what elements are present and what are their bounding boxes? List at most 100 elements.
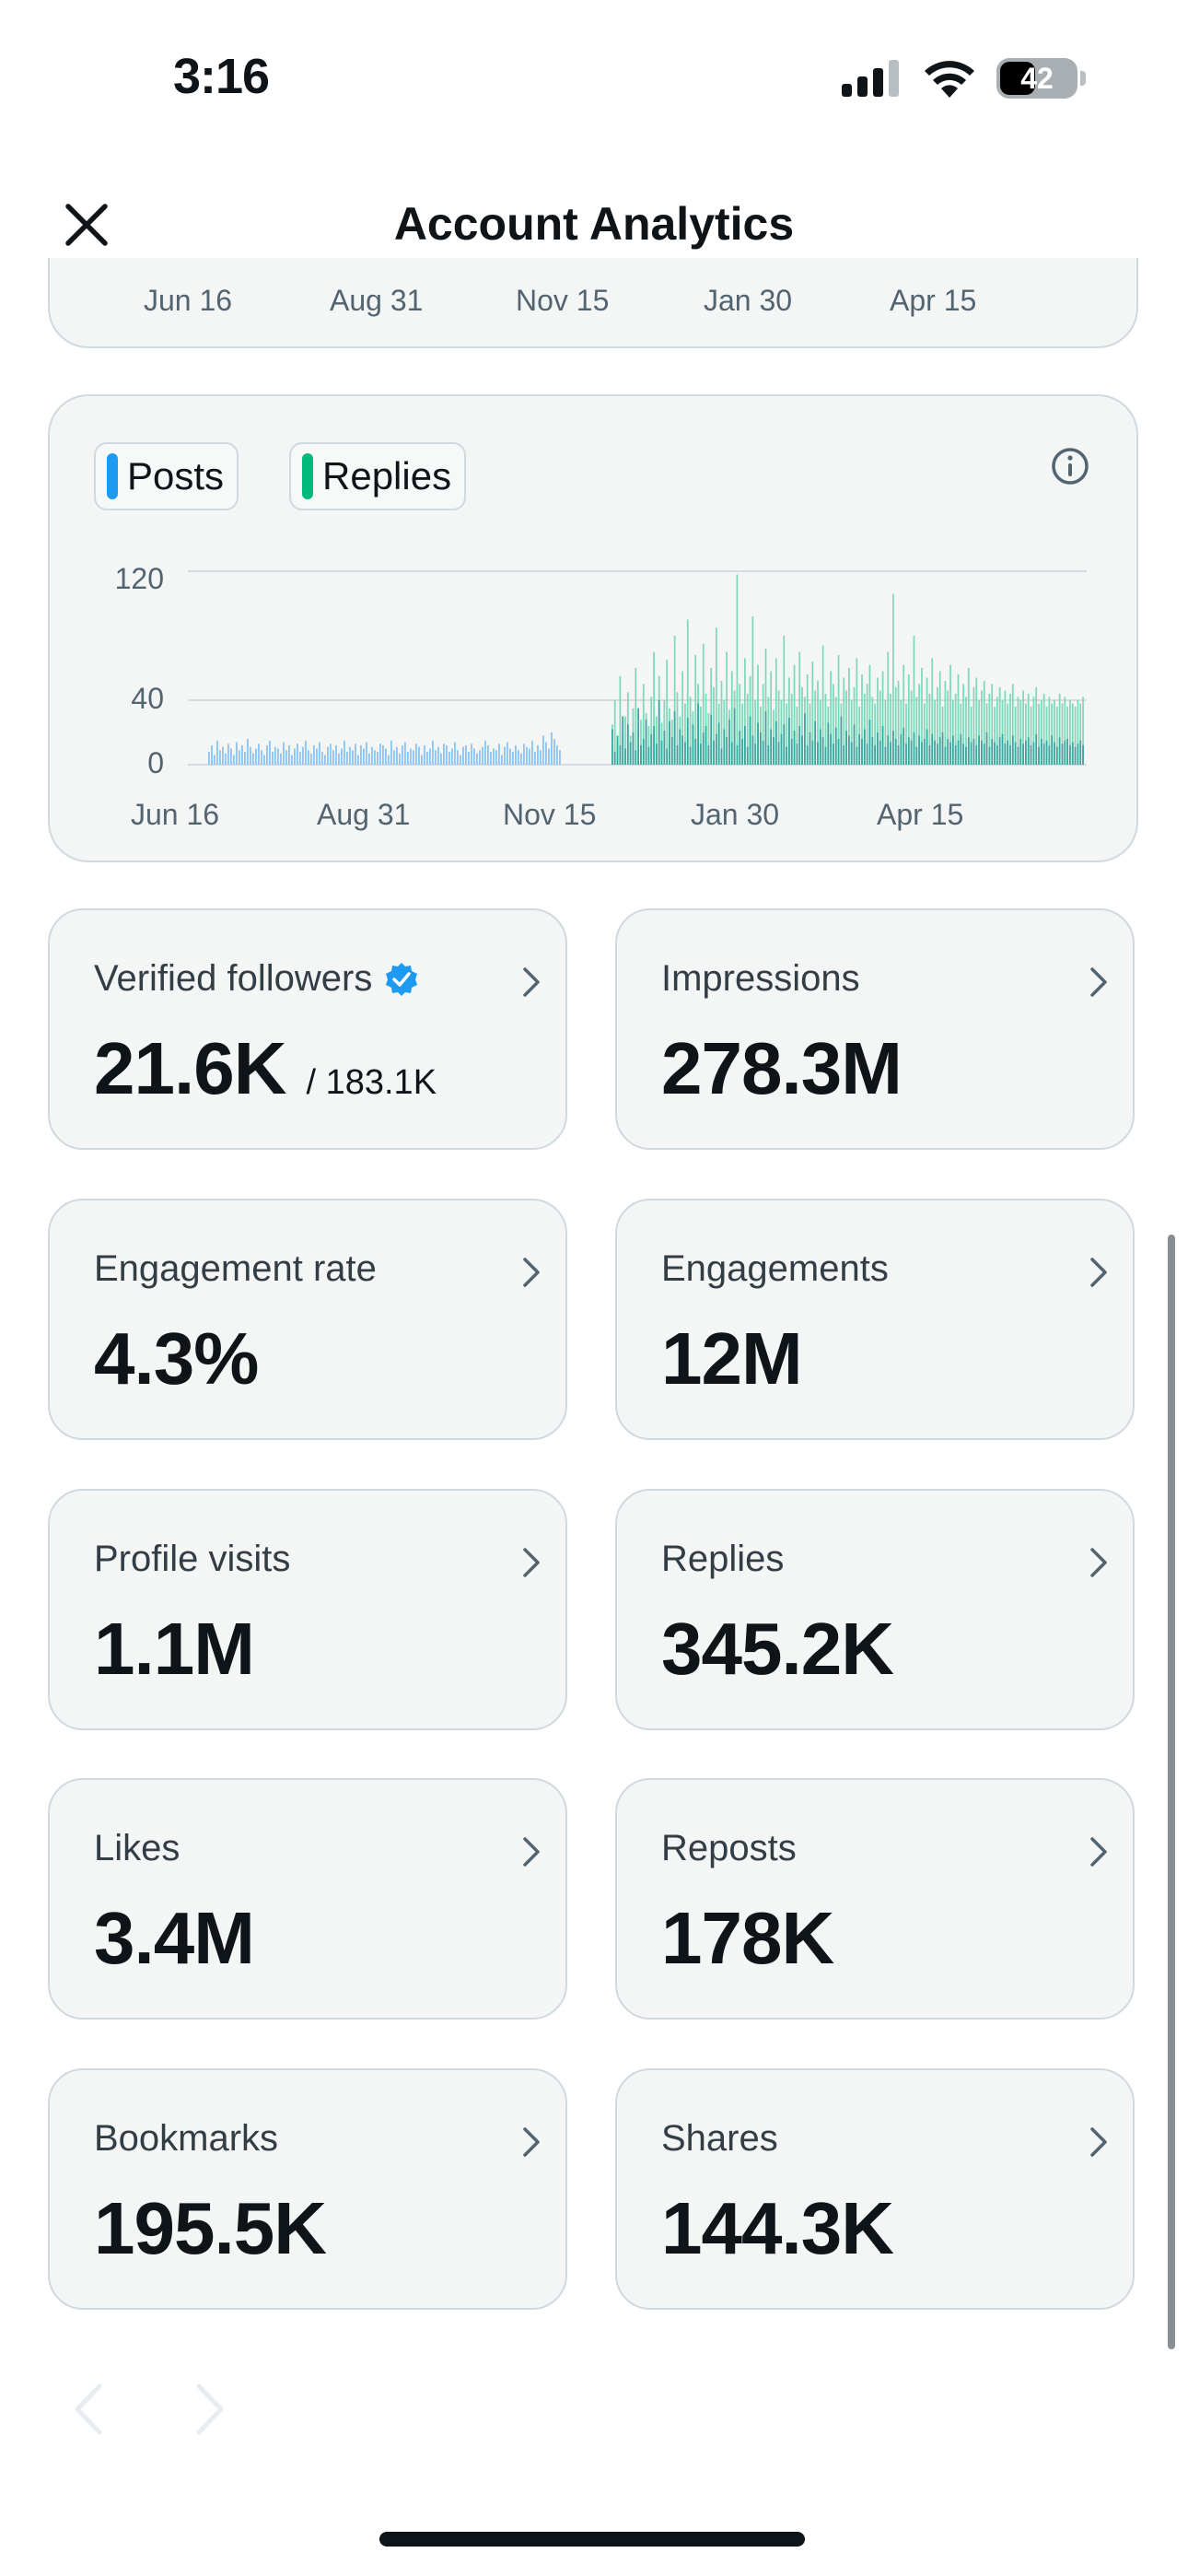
posts-bar	[715, 733, 717, 765]
replies-bar	[689, 697, 692, 765]
posts-bar	[726, 737, 728, 765]
replies-bar	[811, 662, 814, 765]
y-tick-label: 0	[147, 746, 164, 779]
legend-replies[interactable]: Replies	[289, 442, 467, 510]
posts-bar	[931, 733, 934, 765]
replies-bar	[796, 707, 798, 765]
posts-bar	[928, 745, 931, 765]
info-icon[interactable]	[1048, 444, 1092, 488]
legend-replies-label: Replies	[322, 454, 452, 498]
posts-bar	[884, 746, 887, 765]
replies-bar	[739, 684, 741, 765]
posts-bar	[868, 720, 871, 765]
posts-bar	[705, 726, 707, 765]
posts-bar	[283, 742, 285, 765]
posts-bar	[830, 733, 832, 765]
replies-bar	[783, 636, 786, 765]
posts-bar	[479, 750, 481, 765]
replies-bar	[845, 690, 847, 765]
posts-bar	[504, 746, 506, 765]
metric-card-replies[interactable]: Replies 345.2K	[615, 1489, 1135, 1730]
metric-card-likes[interactable]: Likes 3.4M	[48, 1778, 567, 2020]
posts-bar	[858, 733, 861, 765]
replies-bar	[793, 664, 796, 765]
posts-bar	[739, 731, 741, 765]
posts-bar	[751, 735, 754, 765]
status-icons: 42	[842, 55, 1086, 101]
posts-bar	[371, 746, 373, 765]
close-icon[interactable]	[57, 195, 116, 254]
back-arrow-icon[interactable]	[63, 2377, 118, 2441]
metric-card-engagements[interactable]: Engagements 12M	[615, 1199, 1135, 1440]
scrollbar[interactable]	[1168, 1235, 1175, 2349]
posts-bar	[1074, 746, 1077, 765]
posts-bar	[297, 744, 298, 765]
replies-bar	[951, 700, 954, 765]
posts-bar	[809, 732, 811, 765]
posts-bar	[1019, 739, 1022, 765]
posts-bar	[413, 750, 414, 765]
posts-bar	[744, 726, 746, 765]
posts-bar	[1001, 733, 1004, 765]
posts-bar	[660, 740, 663, 765]
replies-bar	[757, 664, 759, 765]
replies-bar	[624, 716, 626, 765]
posts-bar	[410, 748, 412, 765]
metric-label: Profile visits	[94, 1539, 291, 1579]
posts-bar	[626, 724, 629, 765]
chevron-right-icon	[523, 967, 540, 997]
posts-bar	[845, 731, 847, 765]
posts-bar	[619, 745, 622, 765]
posts-bar	[918, 735, 920, 765]
chevron-right-icon	[523, 2127, 540, 2157]
posts-bar	[676, 745, 679, 765]
legend-posts[interactable]: Posts	[94, 442, 239, 510]
metric-card-engagement-rate[interactable]: Engagement rate 4.3%	[48, 1199, 567, 1440]
x-tick-label: Jan 30	[691, 798, 780, 831]
replies-bar	[619, 675, 622, 765]
replies-bar	[923, 703, 926, 765]
replies-bar	[806, 674, 809, 765]
metric-card-profile-visits[interactable]: Profile visits 1.1M	[48, 1489, 567, 1730]
replies-bar	[702, 643, 705, 765]
signal-icon	[842, 60, 899, 97]
posts-bar	[396, 746, 398, 765]
posts-bar	[227, 744, 229, 765]
posts-bar	[222, 746, 224, 765]
posts-bar	[476, 753, 478, 765]
replies-bar	[879, 690, 881, 765]
posts-bar	[523, 744, 525, 765]
metric-card-shares[interactable]: Shares 144.3K	[615, 2068, 1135, 2310]
posts-bar	[299, 752, 301, 765]
posts-bar	[255, 748, 257, 765]
posts-bar	[645, 720, 647, 765]
posts-bar	[741, 739, 743, 765]
replies-bar	[913, 636, 915, 765]
metric-card-reposts[interactable]: Reposts 178K	[615, 1778, 1135, 2020]
replies-bar	[866, 684, 868, 765]
posts-bar	[944, 746, 947, 765]
metric-card-verified-followers[interactable]: Verified followers 21.6K / 183.1K	[48, 908, 567, 1150]
posts-bar	[1082, 745, 1084, 765]
replies-bar	[762, 684, 764, 765]
posts-bar	[225, 753, 227, 765]
metric-label: Engagements	[661, 1248, 889, 1289]
replies-bar	[850, 700, 853, 765]
posts-bar	[897, 745, 900, 765]
posts-bar	[951, 735, 954, 765]
posts-bar	[1007, 740, 1009, 765]
forward-arrow-icon[interactable]	[181, 2377, 236, 2441]
replies-bar	[975, 677, 978, 765]
legend-posts-label: Posts	[127, 454, 225, 498]
posts-bar	[1055, 746, 1058, 765]
metric-card-impressions[interactable]: Impressions 278.3M	[615, 908, 1135, 1150]
posts-bar	[291, 755, 293, 765]
posts-bar	[379, 744, 381, 765]
posts-bar	[915, 746, 918, 765]
posts-bar	[1035, 733, 1038, 765]
posts-bar	[211, 745, 213, 765]
posts-bar	[941, 732, 944, 765]
posts-bar	[258, 744, 260, 765]
replies-bar	[978, 700, 980, 765]
metric-card-bookmarks[interactable]: Bookmarks 195.5K	[48, 2068, 567, 2310]
